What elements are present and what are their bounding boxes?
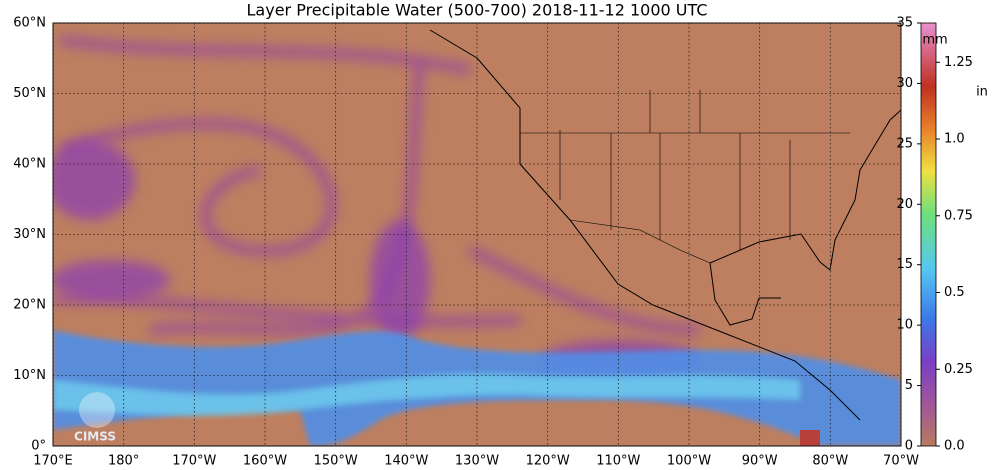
lon-label: 140°W bbox=[384, 454, 428, 469]
colorbar-unit: mm bbox=[922, 33, 947, 48]
lon-label: 170°W bbox=[172, 454, 216, 469]
lon-label: 170°E bbox=[33, 454, 73, 469]
lon-label: 100°W bbox=[667, 454, 711, 469]
lat-label: 0° bbox=[31, 439, 46, 454]
lon-label: 70°W bbox=[883, 454, 919, 469]
mm-tick-label: 15 bbox=[896, 257, 913, 272]
in-tick-label: 1.25 bbox=[944, 55, 973, 70]
logo: CIMSS bbox=[74, 430, 116, 444]
in-tick-label: 0.5 bbox=[944, 285, 965, 300]
lat-label: 20°N bbox=[13, 298, 46, 313]
mm-tick-label: 25 bbox=[896, 136, 913, 151]
lon-label: 150°W bbox=[314, 454, 358, 469]
lon-label: 90°W bbox=[742, 454, 778, 469]
mm-tick-label: 20 bbox=[896, 197, 913, 212]
colorbar bbox=[920, 22, 937, 447]
mm-tick-label: 10 bbox=[896, 318, 913, 333]
colorbar-unit: in bbox=[976, 85, 988, 100]
lat-label: 40°N bbox=[13, 157, 46, 172]
lat-label: 30°N bbox=[13, 227, 46, 242]
lat-label: 10°N bbox=[13, 368, 46, 383]
in-tick-label: 0.75 bbox=[944, 208, 973, 223]
lon-label: 80°W bbox=[812, 454, 848, 469]
mm-tick-label: 5 bbox=[905, 378, 913, 393]
lon-label: 120°W bbox=[526, 454, 570, 469]
lon-label: 110°W bbox=[596, 454, 640, 469]
title: Layer Precipitable Water (500-700) 2018-… bbox=[247, 1, 708, 20]
lat-label: 60°N bbox=[13, 16, 46, 31]
lat-label: 50°N bbox=[13, 86, 46, 101]
lon-label: 160°W bbox=[243, 454, 287, 469]
lon-label: 130°W bbox=[455, 454, 499, 469]
mm-tick-label: 0 bbox=[905, 439, 913, 454]
mm-tick-label: 30 bbox=[896, 76, 913, 91]
in-tick-label: 0.0 bbox=[944, 439, 965, 454]
lon-label: 180° bbox=[108, 454, 139, 469]
mm-tick-label: 35 bbox=[896, 16, 913, 31]
in-tick-label: 0.25 bbox=[944, 362, 973, 377]
in-tick-label: 1.0 bbox=[944, 132, 965, 147]
